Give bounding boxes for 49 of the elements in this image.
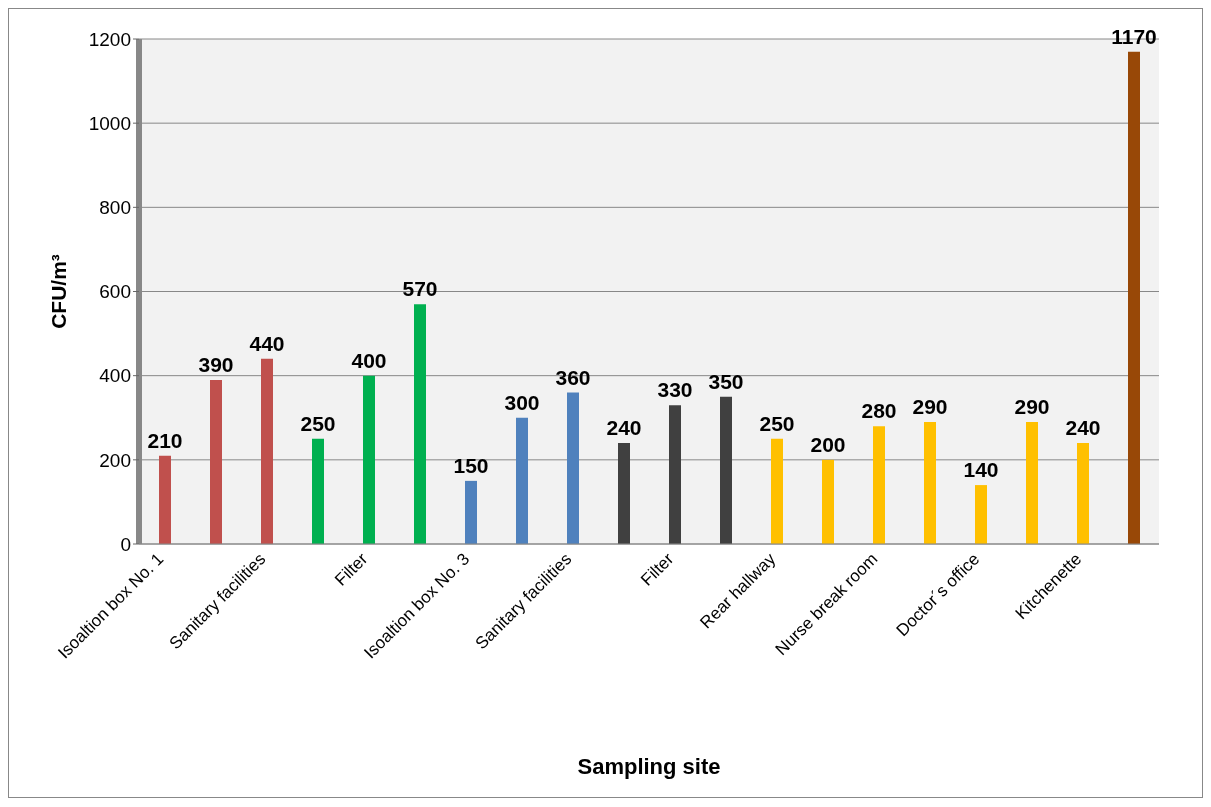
- y-tick-label: 1000: [88, 112, 131, 134]
- bar: [924, 421, 936, 544]
- y-tick-label: 1200: [88, 28, 131, 50]
- bar: [618, 443, 630, 544]
- data-label: 240: [606, 416, 642, 439]
- data-label: 440: [249, 331, 285, 355]
- bar: [312, 438, 324, 544]
- bar: [771, 438, 783, 544]
- y-tick-label: 600: [99, 281, 131, 303]
- bar: [414, 304, 426, 544]
- data-label: 140: [963, 458, 999, 482]
- data-label: 250: [300, 411, 336, 435]
- bar: [975, 485, 987, 544]
- bar: [720, 396, 732, 544]
- data-label: 300: [504, 390, 540, 414]
- data-label: 330: [657, 378, 693, 402]
- data-label: 570: [402, 277, 438, 301]
- bar: [465, 480, 477, 544]
- data-label: 150: [453, 453, 489, 477]
- bar: [159, 455, 171, 544]
- bar: [1128, 51, 1140, 544]
- data-label: 360: [555, 365, 591, 389]
- bar: [669, 405, 681, 544]
- data-label: 200: [810, 432, 846, 456]
- data-label: 280: [861, 399, 897, 423]
- bar: [822, 459, 834, 544]
- data-label: 350: [708, 369, 744, 393]
- data-label: 400: [351, 348, 387, 372]
- data-label: 290: [912, 394, 948, 418]
- bar: [1026, 421, 1038, 544]
- bar: [363, 375, 375, 544]
- y-tick-label: 200: [99, 449, 131, 471]
- bar: [261, 358, 273, 544]
- bar: [567, 392, 579, 544]
- y-axis-title: CFU/m³: [47, 254, 71, 329]
- bar: [516, 417, 528, 544]
- bar: [1077, 443, 1089, 544]
- y-tick-label: 400: [99, 365, 131, 387]
- data-label: 290: [1014, 394, 1050, 418]
- y-tick-label: 800: [99, 197, 131, 219]
- bar: [210, 379, 222, 544]
- data-label: 1170: [1111, 24, 1157, 48]
- data-label: 240: [1065, 416, 1101, 439]
- x-axis-title: Sampling site: [577, 754, 721, 779]
- data-label: 250: [759, 411, 795, 435]
- bar: [873, 426, 885, 544]
- y-tick-label: 0: [120, 533, 131, 555]
- data-label: 390: [198, 352, 234, 376]
- data-label: 210: [147, 428, 183, 452]
